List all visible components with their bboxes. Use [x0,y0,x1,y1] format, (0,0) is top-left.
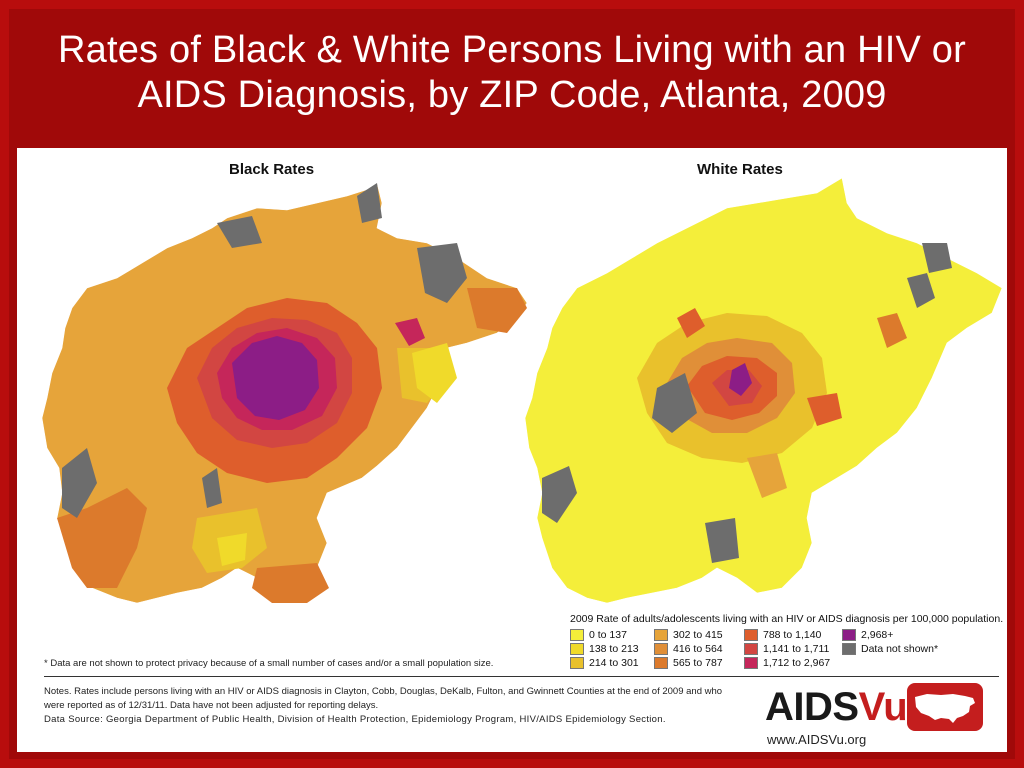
black-map-east-orange [467,288,527,333]
legend-title: 2009 Rate of adults/adolescents living w… [570,613,1004,625]
legend-swatch [744,643,758,655]
legend-label: 2,968+ [861,629,894,641]
legend-swatch [570,629,584,641]
black-map-northeast-red [395,318,425,346]
divider-line [44,676,999,677]
legend-item: 302 to 415 [654,629,723,641]
content-panel: Black Rates White Rates [17,148,1007,752]
usa-map-shape [915,694,975,723]
white-map-no-data-southwest [542,466,577,523]
white-map-south-orange [747,453,787,498]
white-rates-label: White Rates [697,161,783,178]
white-map-east-orange [877,313,907,348]
white-rates-map [524,177,1003,604]
white-map-east-red-orange [807,393,842,426]
legend-item: 1,141 to 1,711 [744,643,829,655]
legend-swatch [570,657,584,669]
white-map-no-data-south [705,518,739,563]
legend-item: 416 to 564 [654,643,723,655]
black-map-no-data-northeast [357,183,382,223]
legend-label: 214 to 301 [589,657,639,669]
legend-swatch [842,629,856,641]
legend-item: 0 to 137 [570,629,627,641]
legend-label: 788 to 1,140 [763,629,822,641]
usa-map-icon [907,683,983,731]
legend-label: 138 to 213 [589,643,639,655]
legend-label: Data not shown* [861,643,939,655]
white-map-northwest-red-orange [677,308,705,338]
legend-label: 1,141 to 1,711 [763,643,830,655]
aidsvu-logo: AIDSVu [765,684,908,730]
black-map-core-purple [232,336,319,420]
legend-label: 0 to 137 [589,629,627,641]
black-map-no-data-north [217,216,262,248]
white-map-no-data-northeast [907,273,935,308]
legend-item: 565 to 787 [654,657,723,669]
legend-swatch [744,657,758,669]
legend-swatch [842,643,856,655]
legend-item: Data not shown* [842,643,938,655]
white-map-no-data-west [652,373,697,433]
black-map-no-data-east [417,243,467,303]
black-map-northeast-light-yellow [412,343,457,403]
legend-swatch [570,643,584,655]
legend-label: 302 to 415 [673,629,723,641]
legend-item: 1,712 to 2,967 [744,657,830,669]
black-rates-label: Black Rates [229,161,315,178]
logo-text-main: AIDS [765,685,859,729]
black-map-south-dark-orange [252,563,329,603]
legend-item: 788 to 1,140 [744,629,821,641]
legend-swatch [654,643,668,655]
legend-swatch [654,657,668,669]
legend-label: 565 to 787 [673,657,723,669]
legend-swatch [654,629,668,641]
black-map-south-light-yellow [217,533,247,566]
black-rates-map [41,182,528,604]
data-source-text: Data Source: Georgia Department of Publi… [44,714,666,725]
privacy-footnote: * Data are not shown to protect privacy … [44,658,494,669]
black-map-no-data-west [62,448,97,518]
logo-text-accent: Vu [858,685,908,729]
slide-title: Rates of Black & White Persons Living wi… [57,29,966,116]
legend-item: 214 to 301 [570,657,639,669]
legend-swatch [744,629,758,641]
legend-item: 138 to 213 [570,643,639,655]
white-map-core-purple [729,363,752,396]
notes-text: Notes. Rates include persons living with… [44,686,723,711]
legend-item: 2,968+ [842,629,893,641]
website-url: www.AIDSVu.org [767,732,867,747]
white-map-no-data-north [922,243,952,273]
legend-label: 416 to 564 [673,643,723,655]
choropleth-maps [41,177,1003,604]
black-map-no-data-south [202,468,222,508]
legend-label: 1,712 to 2,967 [763,657,831,669]
